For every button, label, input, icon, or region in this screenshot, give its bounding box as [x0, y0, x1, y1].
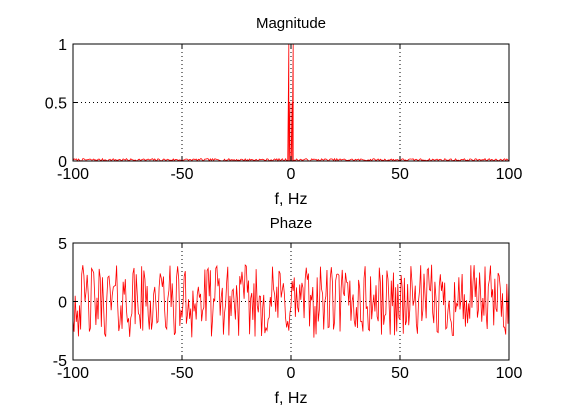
phaze-xtick-label: 100 [496, 365, 523, 382]
magnitude-panel: -100 -50 0 50 100 0 0.5 1 Magnitude f, Hz [45, 15, 523, 208]
phaze-xtick-label: 50 [391, 365, 409, 382]
phaze-panel: -100 -50 0 50 100-505 Phaze f, Hz [53, 215, 523, 407]
magnitude-grid [73, 44, 509, 161]
phaze-series-line [72, 264, 510, 338]
phaze-ticks: -100 -50 0 50 100-505 [53, 236, 523, 382]
phaze-ytick-label: 5 [58, 236, 67, 253]
phaze-title: Phaze [270, 215, 313, 232]
magnitude-xtick-label: -100 [57, 166, 89, 183]
magnitude-ytick-label: 0.5 [45, 96, 67, 113]
magnitude-xtick-label: 50 [391, 166, 409, 183]
magnitude-xtick-label: -50 [170, 166, 193, 183]
phaze-xlabel: f, Hz [275, 390, 308, 407]
magnitude-title: Magnitude [256, 15, 326, 32]
magnitude-xtick-label: 0 [287, 166, 296, 183]
phaze-xtick-label: -50 [170, 365, 193, 382]
magnitude-ytick-label: 0 [58, 154, 67, 171]
phaze-ytick-label: -5 [53, 353, 67, 370]
magnitude-xtick-label: 100 [496, 166, 523, 183]
magnitude-xlabel: f, Hz [275, 191, 308, 208]
phaze-xtick-label: 0 [287, 365, 296, 382]
phaze-ytick-label: 0 [58, 295, 67, 312]
magnitude-ytick-label: 1 [58, 37, 67, 54]
magnitude-ticks: -100 -50 0 50 100 0 0.5 1 [45, 37, 523, 183]
phaze-xtick-label: -100 [57, 365, 89, 382]
phaze-series [72, 264, 510, 338]
